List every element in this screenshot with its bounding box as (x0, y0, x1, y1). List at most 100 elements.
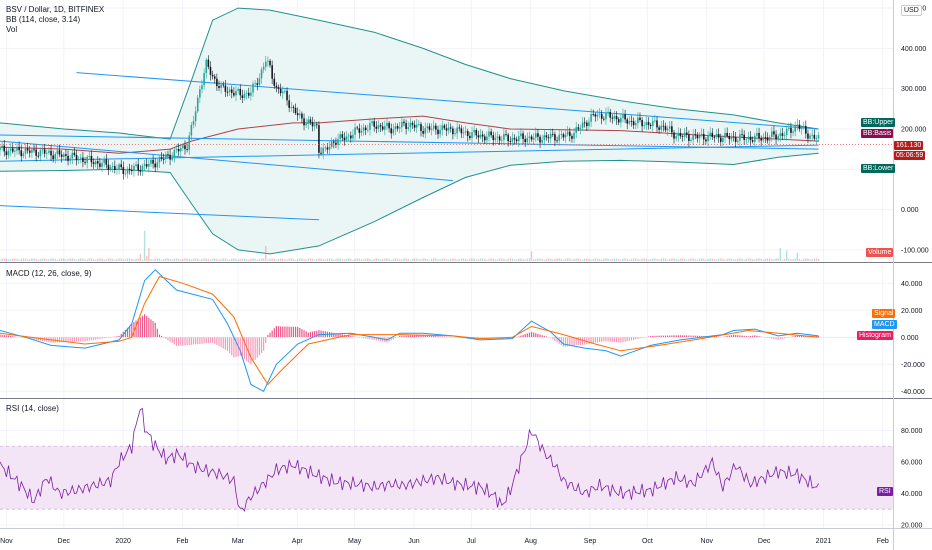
volume-bar (224, 258, 227, 261)
volume-bar (792, 259, 794, 261)
candle-body (213, 76, 216, 79)
volume-bar (141, 259, 144, 261)
histogram-bar (131, 323, 133, 338)
candle-body (569, 131, 571, 137)
histogram-bar (509, 337, 511, 339)
volume-bar (660, 258, 662, 261)
candle-body (422, 130, 424, 134)
histogram-bar (392, 337, 394, 340)
volume-bar (339, 258, 341, 261)
price-axis-label: 0.000 (901, 335, 919, 342)
volume-bar (507, 258, 509, 261)
candle-body (424, 128, 427, 134)
candle-body (420, 124, 422, 131)
candle-body (807, 133, 809, 139)
candle-body (307, 119, 310, 124)
histogram-bar (662, 335, 664, 338)
candle-body (175, 148, 178, 150)
macd-legend[interactable]: MACD (12, 26, close, 9) (6, 269, 92, 278)
candle-body (137, 164, 140, 171)
candle-body (199, 89, 201, 98)
histogram-bar (1, 334, 3, 338)
volume-legend[interactable]: Vol (6, 25, 18, 34)
volume-bar (367, 258, 369, 261)
candle-body (503, 133, 505, 140)
volume-bar (492, 258, 494, 261)
histogram-bar (124, 329, 127, 338)
rsi-legend[interactable]: RSI (14, close) (6, 404, 59, 413)
candle-body (464, 131, 467, 133)
candle-body (222, 84, 225, 86)
histogram-bar (82, 337, 84, 342)
candle-body (486, 136, 488, 141)
candle-body (279, 88, 282, 94)
candle-body (677, 133, 680, 137)
candle-body (549, 133, 552, 139)
histogram-bar (441, 336, 443, 338)
volume-bar (711, 258, 713, 261)
histogram-bar (652, 335, 654, 338)
price-axis-label: 20.000 (901, 308, 923, 315)
candle-body (532, 137, 535, 140)
volume-bar (54, 258, 56, 261)
histogram-bar (105, 337, 107, 338)
histogram-bar (269, 332, 271, 338)
candle-body (775, 134, 777, 140)
candle-body (0, 147, 1, 150)
candle-body (398, 127, 401, 129)
candle-body (377, 125, 380, 129)
volume-bar (388, 258, 390, 261)
histogram-bar (239, 337, 241, 356)
time-axis-label: Jul (467, 538, 476, 545)
volume-bar (75, 259, 78, 261)
candle-body (139, 170, 142, 172)
volume-bar (56, 259, 59, 261)
volume-bar (299, 258, 301, 261)
rsi-tag: RSI (877, 487, 893, 496)
volume-bar (511, 258, 514, 261)
histogram-bar (73, 337, 76, 342)
volume-bar (365, 258, 367, 261)
candle-body (186, 149, 188, 150)
histogram-bar (783, 337, 786, 339)
histogram-bar (379, 337, 382, 342)
volume-bar (394, 258, 397, 261)
histogram-bar (63, 337, 65, 343)
volume-bar (624, 258, 626, 261)
bollinger-legend[interactable]: BB (114, close, 3.14) (6, 15, 81, 24)
histogram-bar (530, 331, 533, 338)
volume-bar (613, 258, 616, 261)
volume-bar (137, 258, 139, 261)
candle-body (126, 168, 129, 174)
candle-body (681, 136, 684, 137)
histogram-bar (195, 337, 197, 345)
histogram-bar (192, 337, 195, 345)
candle-body (92, 162, 95, 165)
candle-body (60, 154, 63, 157)
volume-bar (715, 259, 718, 261)
candle-body (37, 155, 40, 157)
histogram-bar (409, 335, 411, 338)
candle-body (634, 123, 637, 126)
candle-body (364, 127, 367, 131)
volume-bar (601, 259, 603, 261)
volume-bar (296, 258, 299, 261)
time-axis-label: Sep (584, 538, 597, 545)
candle-body (596, 114, 599, 117)
volume-bar (333, 259, 335, 261)
candle-body (94, 161, 97, 165)
volume-bar (779, 247, 782, 261)
candle-body (477, 135, 480, 138)
volume-bar (29, 259, 31, 261)
volume-bar (641, 258, 643, 261)
volume-bar (817, 258, 820, 261)
candle-body (105, 159, 108, 165)
histogram-bar (118, 335, 120, 338)
volume-bar (120, 258, 122, 261)
currency-selector[interactable]: USD (901, 5, 922, 16)
volume-bar (728, 258, 730, 261)
volume-bar (535, 259, 537, 261)
candle-body (705, 139, 707, 142)
volume-bar (452, 258, 454, 261)
